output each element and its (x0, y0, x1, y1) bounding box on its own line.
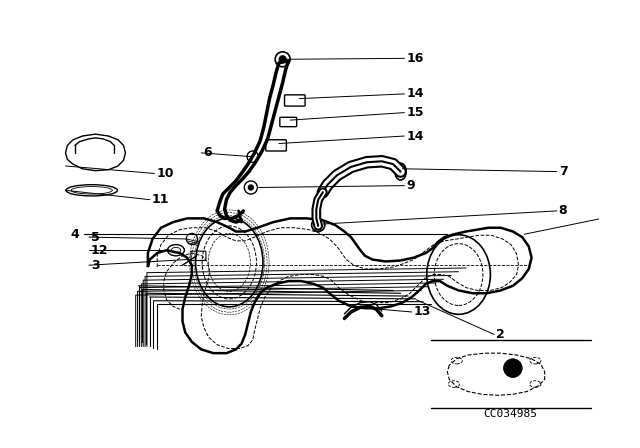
Text: 16: 16 (406, 52, 424, 65)
Text: 10: 10 (156, 167, 174, 180)
Text: 12: 12 (91, 244, 108, 257)
Text: 14: 14 (406, 87, 424, 100)
Text: 5: 5 (91, 231, 100, 244)
Text: 14: 14 (406, 129, 424, 142)
Text: 4: 4 (70, 228, 79, 241)
Text: 13: 13 (413, 306, 431, 319)
Text: 2: 2 (496, 328, 505, 341)
Text: 7: 7 (559, 165, 568, 178)
Circle shape (504, 359, 522, 378)
Text: 11: 11 (152, 193, 169, 206)
Text: 8: 8 (559, 204, 567, 217)
Text: 6: 6 (203, 146, 212, 159)
Circle shape (248, 185, 253, 190)
Text: 9: 9 (406, 179, 415, 192)
Text: 15: 15 (406, 106, 424, 119)
Text: 3: 3 (91, 258, 99, 271)
Circle shape (279, 56, 286, 63)
Text: CC034985: CC034985 (483, 409, 537, 419)
